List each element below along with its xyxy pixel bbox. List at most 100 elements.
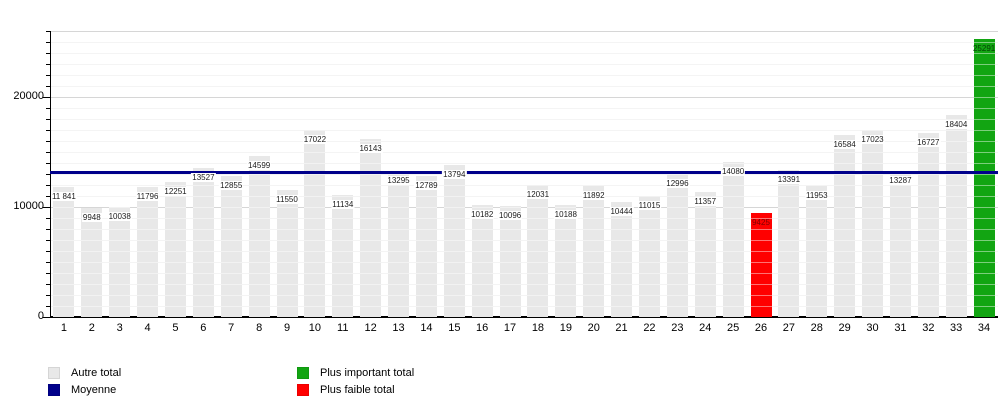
x-axis-label: 15 (448, 322, 461, 334)
bar-value-label: 11796 (135, 192, 160, 202)
bar[interactable] (165, 182, 186, 317)
x-axis-label: 8 (256, 322, 263, 334)
minor-gridline (50, 152, 998, 153)
bar[interactable] (192, 168, 214, 317)
bar[interactable] (248, 156, 270, 317)
minor-gridline (50, 229, 998, 230)
minor-gridline (50, 163, 998, 164)
bar[interactable] (332, 194, 354, 317)
bar-value-label: 12031 (525, 189, 551, 199)
minor-gridline (50, 273, 998, 274)
bar[interactable] (360, 139, 382, 317)
bar-value-label: 11892 (581, 191, 606, 201)
bar[interactable] (53, 186, 75, 317)
x-axis-label: 17 (503, 322, 517, 334)
bar[interactable] (778, 169, 800, 317)
bar[interactable] (583, 186, 605, 317)
bar-value-label: 12996 (665, 179, 690, 188)
bar-value-label: 11357 (693, 197, 718, 207)
x-axis-label: 20 (587, 322, 600, 334)
x-axis-label: 30 (866, 322, 879, 334)
bar[interactable] (415, 176, 437, 317)
y-axis-tick (46, 306, 50, 307)
bar[interactable] (806, 185, 828, 317)
minor-gridline (50, 141, 998, 142)
bar[interactable] (611, 202, 633, 317)
minor-gridline (50, 42, 998, 43)
bar[interactable] (945, 114, 967, 317)
y-axis-tick (46, 119, 50, 120)
bar[interactable] (388, 170, 409, 317)
bar[interactable] (81, 207, 103, 317)
legend-col-1: Autre total Moyenne (48, 367, 121, 400)
x-axis-label: 21 (615, 322, 628, 334)
minor-gridline (50, 185, 998, 186)
bar[interactable] (666, 174, 688, 317)
bar[interactable] (555, 204, 577, 317)
legend-swatch-plus-faible-total (297, 384, 309, 396)
bar[interactable] (527, 184, 549, 317)
legend-label-moyenne: Moyenne (71, 384, 117, 396)
minor-gridline (50, 284, 998, 285)
legend-label-autre-total: Autre total (71, 367, 122, 379)
x-axis-label: 13 (392, 322, 405, 334)
y-axis-tick (46, 130, 50, 131)
bar-max[interactable] (973, 38, 995, 317)
x-axis-label: 23 (671, 322, 684, 334)
y-axis-tick (46, 86, 50, 87)
y-axis-tick (46, 152, 50, 153)
y-axis-tick (46, 75, 50, 76)
minor-gridline (50, 130, 998, 131)
y-axis-tick (46, 174, 50, 175)
bar[interactable] (109, 206, 131, 317)
bar[interactable] (889, 170, 911, 317)
x-axis-label: 11 (337, 322, 349, 334)
bar[interactable] (304, 129, 326, 317)
x-axis-label: 16 (476, 322, 489, 334)
bar[interactable] (276, 190, 298, 317)
y-axis-tick (46, 53, 50, 54)
bar[interactable] (917, 133, 939, 317)
legend-col-2: Plus important total Plus faible total (297, 367, 414, 400)
bar[interactable] (834, 134, 856, 317)
y-axis-label: 20000 (13, 90, 44, 102)
bar-value-label: 10182 (470, 210, 495, 219)
bar-min[interactable] (750, 213, 772, 317)
bar[interactable] (862, 129, 883, 317)
bar-value-label: 11550 (275, 194, 299, 204)
y-axis-label: 0 (37, 310, 44, 322)
y-axis-tick (43, 207, 50, 208)
legend-swatch-moyenne (48, 384, 60, 396)
major-gridline (50, 31, 998, 32)
bar[interactable] (639, 195, 660, 317)
y-axis-tick (46, 240, 50, 241)
legend-item-moyenne: Moyenne (48, 384, 121, 396)
bar[interactable] (722, 162, 744, 317)
x-axis (50, 316, 998, 318)
bar-value-label: 14599 (246, 161, 272, 171)
bar[interactable] (137, 187, 159, 317)
bar-value-label: 12789 (414, 181, 439, 191)
minor-gridline (50, 196, 998, 197)
x-axis-label: 31 (894, 322, 907, 334)
legend-item-plus-important-total: Plus important total (297, 367, 414, 379)
bar[interactable] (443, 165, 465, 317)
bar-value-label: 18404 (944, 119, 969, 129)
bar-value-label: 10444 (609, 207, 634, 217)
x-axis-label: 14 (420, 322, 433, 334)
bar[interactable] (471, 205, 493, 317)
legend-label-plus-important-total: Plus important total (320, 367, 415, 379)
y-axis-tick (46, 229, 50, 230)
x-axis-label: 29 (838, 322, 851, 334)
bar-value-label: 11134 (331, 199, 355, 209)
bar-value-label: 16584 (832, 139, 857, 149)
x-axis-label: 5 (172, 322, 179, 334)
y-axis-tick (46, 218, 50, 219)
bar[interactable] (694, 192, 716, 317)
bar[interactable] (220, 175, 242, 317)
y-axis (50, 31, 51, 318)
bar[interactable] (499, 205, 521, 317)
y-axis-tick (43, 317, 50, 318)
minor-gridline (50, 86, 998, 87)
y-axis-tick (46, 141, 50, 142)
